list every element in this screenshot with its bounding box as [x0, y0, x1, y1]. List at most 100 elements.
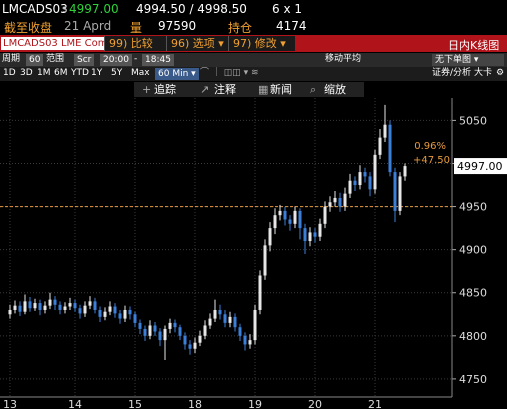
candle-body: [363, 172, 367, 177]
candle-body: [168, 322, 172, 329]
ma-value[interactable]: 无下单图 ▾: [432, 54, 504, 66]
candle-body: [133, 314, 137, 323]
tool-icon: ↗: [200, 83, 210, 96]
interval[interactable]: 60 Min ▾: [155, 68, 199, 80]
candle-body: [278, 210, 282, 216]
right-tool[interactable]: 大卡: [474, 68, 493, 78]
x-tick-label: 20: [308, 398, 322, 409]
candle-body: [8, 309, 12, 315]
candle-body: [313, 232, 317, 237]
security[interactable]: LMCADS03 LME Comd: [1, 37, 116, 50]
candle-body: [298, 210, 302, 229]
candle-body: [258, 275, 262, 310]
button-label: 96) 选项: [171, 37, 215, 50]
candle-body: [98, 309, 102, 317]
candle-body: [368, 176, 372, 190]
time-sep: -: [134, 54, 138, 64]
options-button[interactable]: 96) 选项 ▾: [166, 36, 231, 51]
candle-body: [68, 303, 72, 307]
x-tick-label: 21: [368, 398, 382, 409]
y-tick-label: 4950: [459, 201, 487, 214]
compare-button[interactable]: 99) 比较: [104, 36, 169, 51]
range-option[interactable]: 1M: [37, 68, 51, 78]
tool[interactable]: 注释: [214, 83, 236, 96]
ticker: LMCADS03: [2, 2, 68, 16]
candle-body: [173, 322, 177, 328]
chart-tools: + 追踪 ↗ 注释 ▦ 新闻 ⌕ 缩放: [134, 82, 364, 97]
interval-text: 60 Min: [158, 69, 189, 79]
candle-body: [328, 202, 332, 207]
candle-body: [403, 166, 407, 177]
range-option[interactable]: 1Y: [91, 68, 103, 78]
tool[interactable]: 缩放: [324, 83, 346, 96]
candle-body: [238, 327, 242, 336]
candle-body: [88, 301, 92, 306]
button-label: 97) 修改: [233, 37, 277, 50]
candle-body: [198, 335, 202, 343]
candle-body: [33, 303, 37, 309]
candle-body: [13, 305, 17, 310]
candle-body: [263, 245, 267, 276]
candle-body: [233, 316, 237, 328]
size: 6 x 1: [272, 2, 302, 16]
candle-body: [303, 228, 307, 242]
candle-body: [53, 299, 57, 305]
close-label: 截至收盘: [4, 21, 53, 35]
change: +47.50: [413, 155, 450, 166]
candle-body: [213, 309, 217, 319]
candle-body: [58, 304, 62, 310]
range[interactable]: Scr: [74, 54, 95, 66]
candle-body: [323, 206, 327, 224]
change-pct: 0.96%: [414, 141, 446, 152]
tool-icon: ⌕: [310, 83, 317, 96]
end-time[interactable]: 18:45: [142, 54, 174, 66]
range-option[interactable]: 5Y: [111, 68, 123, 78]
ma-text: 无下单图: [435, 55, 472, 65]
candle-body: [218, 309, 222, 315]
gear-icon[interactable]: ⚙: [496, 68, 505, 78]
range-option[interactable]: Max: [131, 68, 150, 78]
x-tick-label: 15: [128, 398, 142, 409]
candle-body: [188, 344, 192, 349]
candle-body: [178, 327, 182, 336]
candle-body: [308, 232, 312, 242]
start-time[interactable]: 20:00: [100, 54, 132, 66]
range-option[interactable]: 1D: [3, 68, 16, 78]
range-label: 范围: [46, 54, 65, 64]
candle-body: [373, 154, 377, 190]
y-tick-label: 4750: [459, 373, 487, 386]
period[interactable]: 60: [26, 54, 44, 66]
range-option[interactable]: 3D: [20, 68, 33, 78]
candle-body: [18, 305, 22, 312]
candle-body: [333, 197, 337, 203]
candle-body: [343, 193, 347, 207]
candle-body: [93, 301, 97, 310]
candle-body: [38, 303, 42, 310]
modify-button[interactable]: 97) 修改 ▾: [228, 36, 295, 51]
y-tick-label: 5050: [459, 114, 487, 127]
candle-body: [193, 342, 197, 349]
candle-body: [128, 309, 132, 315]
oi: 4174: [276, 19, 307, 33]
x-tick-label: 14: [68, 398, 82, 409]
tool[interactable]: 新闻: [270, 83, 292, 96]
last-price-box: [454, 158, 507, 175]
candle-body: [113, 306, 117, 314]
right-tool[interactable]: 证券/分析: [432, 68, 472, 78]
candle-body: [248, 340, 252, 345]
candle-body: [348, 180, 352, 194]
candle-body: [28, 301, 32, 309]
candle-body: [283, 210, 287, 220]
candle-body: [138, 322, 142, 329]
range-option[interactable]: 6M: [54, 68, 68, 78]
tool[interactable]: 追踪: [154, 83, 176, 96]
candle-body: [243, 335, 247, 345]
candle-body: [388, 124, 392, 173]
range-option[interactable]: YTD: [71, 68, 89, 78]
candle-body: [393, 172, 397, 211]
chart-icons[interactable]: ⌒ ｜ ◫◫ ▾ ≋: [200, 68, 259, 78]
candle-body: [273, 215, 277, 229]
oi-label: 持仓: [228, 21, 253, 35]
candle-body: [268, 228, 272, 246]
